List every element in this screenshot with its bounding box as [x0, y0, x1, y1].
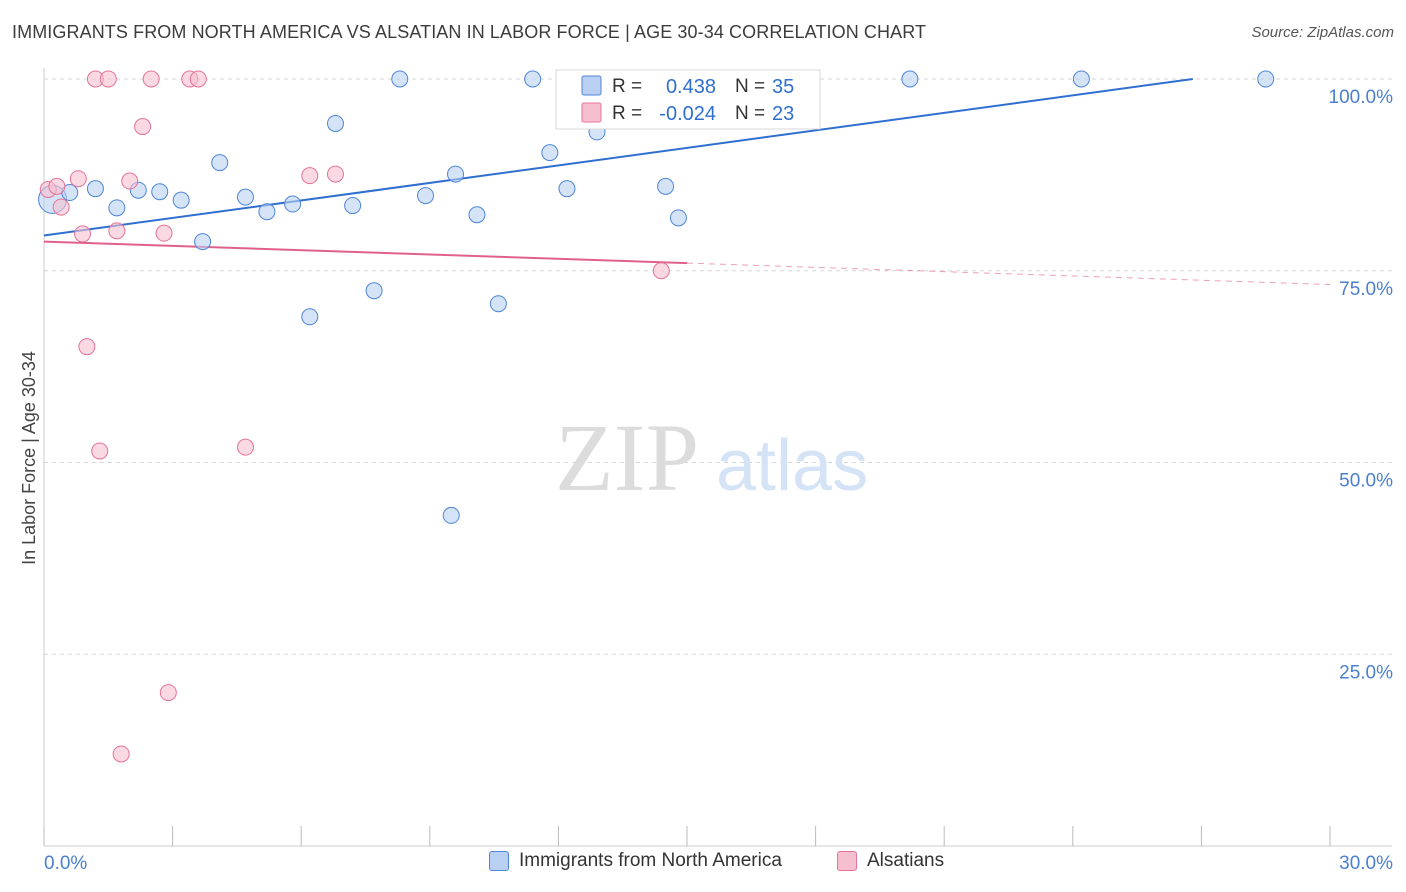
- axes: [43, 68, 1392, 847]
- point-immigrants-22: [524, 70, 542, 88]
- point-immigrants-21: [489, 295, 507, 313]
- legend-n-value-2: 23: [772, 103, 794, 125]
- point-immigrants-33: [1257, 70, 1275, 88]
- point-immigrants-19: [447, 165, 465, 183]
- legend-item-immigrants: Immigrants from North America: [489, 850, 782, 872]
- x-tick-label-1: 30.0%: [1339, 853, 1393, 874]
- legend-swatch-blue: [581, 75, 602, 96]
- point-alsatians-20: [326, 165, 344, 183]
- point-alsatians-4: [74, 225, 92, 243]
- point-immigrants-12: [301, 308, 319, 326]
- series-legend: Immigrants from North America Alsatians: [0, 850, 1406, 880]
- trend-lines: [43, 78, 1331, 286]
- point-alsatians-21: [652, 262, 670, 280]
- point-immigrants-13: [326, 114, 344, 132]
- point-immigrants-23: [541, 144, 559, 162]
- legend-r-label-2: R =: [612, 103, 642, 124]
- point-immigrants-28: [669, 209, 687, 227]
- legend-item-alsatians: Alsatians: [837, 850, 944, 872]
- point-immigrants-6: [172, 191, 190, 209]
- legend-label-alsatians: Alsatians: [867, 850, 945, 871]
- x-tick-label-0: 0.0%: [44, 853, 87, 874]
- grid-lines: [44, 78, 1392, 655]
- point-alsatians-9: [108, 222, 126, 240]
- y-tick-label-0: 100.0%: [1329, 87, 1394, 108]
- legend-r-value-1: 0.438: [666, 76, 716, 98]
- legend-r-label-1: R =: [612, 76, 642, 97]
- y-axis-label: In Labor Force | Age 30-34: [19, 351, 39, 565]
- legend-swatch-immigrants: [489, 851, 509, 871]
- point-alsatians-3: [69, 170, 87, 188]
- point-alsatians-8: [99, 70, 117, 88]
- point-immigrants-7: [194, 233, 212, 251]
- point-alsatians-15: [159, 684, 177, 702]
- point-alsatians-1: [48, 177, 66, 195]
- point-immigrants-17: [417, 187, 435, 205]
- point-alsatians-12: [134, 118, 152, 136]
- point-immigrants-14: [344, 197, 362, 215]
- legend-n-label-2: N =: [735, 103, 765, 124]
- point-immigrants-16: [391, 70, 409, 88]
- legend-swatch-alsatians: [837, 851, 857, 871]
- point-immigrants-24: [558, 180, 576, 198]
- watermark: ZIP atlas: [555, 404, 868, 511]
- point-immigrants-20: [468, 206, 486, 224]
- y-tick-label-3: 25.0%: [1339, 662, 1393, 683]
- point-alsatians-19: [301, 167, 319, 185]
- y-tick-label-2: 50.0%: [1339, 471, 1393, 492]
- point-immigrants-3: [108, 199, 126, 217]
- point-immigrants-27: [657, 177, 675, 195]
- point-alsatians-14: [155, 224, 173, 242]
- point-immigrants-11: [284, 195, 302, 213]
- y-tick-label-1: 75.0%: [1339, 279, 1393, 300]
- point-immigrants-8: [211, 154, 229, 172]
- point-immigrants-18: [442, 506, 460, 524]
- chart-title: IMMIGRANTS FROM NORTH AMERICA VS ALSATIA…: [12, 22, 927, 42]
- point-immigrants-31: [901, 70, 919, 88]
- data-points: [38, 70, 1275, 763]
- legend-label-immigrants: Immigrants from North America: [519, 850, 782, 871]
- trend-line-alsatians: [43, 240, 688, 265]
- tick-labels: 100.0% 75.0% 50.0% 25.0% 0.0% 30.0%: [44, 87, 1393, 874]
- trend-line-alsatians-extension: [686, 262, 1331, 286]
- point-alsatians-11: [121, 172, 139, 190]
- correlation-legend: R = 0.438 N = 35 R = -0.024 N = 23: [555, 69, 821, 130]
- point-immigrants-10: [258, 203, 276, 221]
- watermark-zip: ZIP: [555, 404, 699, 511]
- point-immigrants-15: [365, 282, 383, 300]
- point-immigrants-32: [1072, 70, 1090, 88]
- point-alsatians-5: [78, 338, 96, 356]
- source-credit: Source: ZipAtlas.com: [1251, 24, 1394, 41]
- point-alsatians-10: [112, 745, 130, 763]
- point-alsatians-17: [189, 70, 207, 88]
- point-immigrants-5: [151, 183, 169, 201]
- trend-line-immigrants: [43, 78, 1193, 237]
- watermark-atlas: atlas: [716, 426, 868, 506]
- point-alsatians-7: [91, 442, 109, 460]
- point-alsatians-2: [52, 198, 70, 216]
- point-immigrants-2: [86, 180, 104, 198]
- point-immigrants-9: [236, 188, 254, 206]
- point-alsatians-13: [142, 70, 160, 88]
- legend-swatch-pink: [581, 102, 602, 123]
- legend-r-value-2: -0.024: [659, 103, 716, 125]
- legend-n-value-1: 35: [772, 76, 794, 98]
- legend-n-label-1: N =: [735, 76, 765, 97]
- point-alsatians-18: [236, 438, 254, 456]
